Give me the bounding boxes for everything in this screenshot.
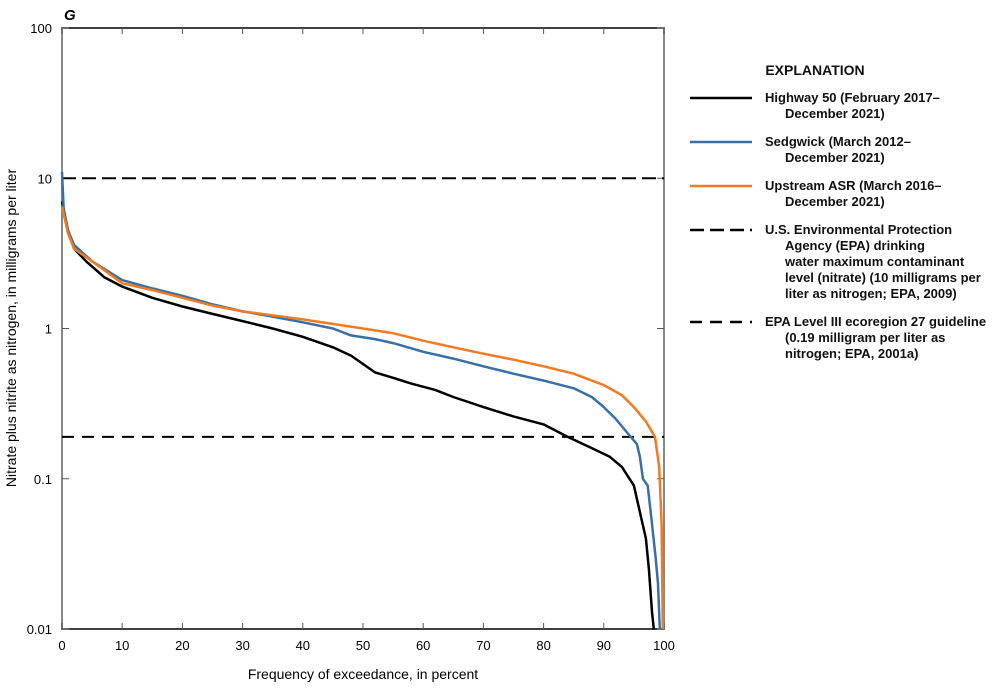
x-tick-label: 0 <box>58 638 65 653</box>
legend-label-line: Upstream ASR (March 2016– <box>765 178 942 193</box>
series-line <box>60 171 662 630</box>
legend-swatch <box>690 320 752 324</box>
legend-swatch <box>690 96 752 100</box>
legend-item: EPA Level III ecoregion 27 guideline (0.1… <box>690 314 998 362</box>
legend-title: EXPLANATION <box>765 62 865 78</box>
x-tick-label: 100 <box>653 638 675 653</box>
legend-label: Upstream ASR (March 2016– December 2021) <box>765 178 998 210</box>
legend-label-line: (0.19 milligram per liter as <box>785 330 946 345</box>
x-tick-label: 30 <box>235 638 249 653</box>
y-tick-label: 1 <box>45 322 52 337</box>
x-tick-label: 70 <box>476 638 490 653</box>
legend-label-line: nitrogen; EPA, 2001a) <box>785 346 919 361</box>
legend-label: EPA Level III ecoregion 27 guideline (0.1… <box>765 314 998 362</box>
legend-label-line: liter as nitrogen; EPA, 2009) <box>785 286 957 301</box>
y-axis-label: Nitrate plus nitrite as nitrogen, in mil… <box>3 169 19 488</box>
legend: EXPLANATION Highway 50 (February 2017– De… <box>690 62 998 374</box>
y-tick-label: 0.1 <box>34 472 52 487</box>
y-tick-label: 100 <box>30 21 52 36</box>
x-tick-label: 80 <box>536 638 550 653</box>
legend-label: Sedgwick (March 2012– December 2021) <box>765 134 998 166</box>
legend-label-line: level (nitrate) (10 milligrams per <box>785 270 981 285</box>
x-tick-label: 50 <box>356 638 370 653</box>
legend-label: U.S. Environmental Protection Agency (EPA… <box>765 222 998 302</box>
legend-label-line: water maximum contaminant <box>785 254 965 269</box>
x-tick-label: 90 <box>597 638 611 653</box>
legend-label-line: U.S. Environmental Protection <box>765 222 953 237</box>
y-tick-label: 0.01 <box>27 622 52 637</box>
x-tick-label: 20 <box>175 638 189 653</box>
legend-label-line: December 2021) <box>785 194 885 209</box>
series-line <box>60 206 665 630</box>
legend-swatch <box>690 228 752 232</box>
legend-label-line: Agency (EPA) drinking <box>785 238 925 253</box>
legend-label-line: Sedgwick (March 2012– <box>765 134 911 149</box>
legend-swatch <box>690 184 752 188</box>
y-tick-label: 10 <box>38 171 52 186</box>
legend-swatch <box>690 140 752 144</box>
x-tick-label: 10 <box>115 638 129 653</box>
legend-label-line: December 2021) <box>785 106 885 121</box>
legend-item: Upstream ASR (March 2016– December 2021) <box>690 178 998 210</box>
legend-item: Highway 50 (February 2017– December 2021) <box>690 90 998 122</box>
x-axis-label: Frequency of exceedance, in percent <box>248 666 478 682</box>
legend-item: Sedgwick (March 2012– December 2021) <box>690 134 998 166</box>
chart-plot: 0 10 20 30 40 50 60 70 80 90 100 0.01 0.1 1 10 100 G Fr… <box>3 7 675 682</box>
legend-label: Highway 50 (February 2017– December 2021) <box>765 90 998 122</box>
series-line <box>60 201 656 630</box>
x-tick-label: 40 <box>296 638 310 653</box>
panel-label: G <box>64 7 76 24</box>
legend-label-line: Highway 50 (February 2017– <box>765 90 940 105</box>
x-tick-label: 60 <box>416 638 430 653</box>
legend-label-line: December 2021) <box>785 150 885 165</box>
legend-label-line: EPA Level III ecoregion 27 guideline <box>765 314 987 329</box>
legend-item: U.S. Environmental Protection Agency (EPA… <box>690 222 998 302</box>
